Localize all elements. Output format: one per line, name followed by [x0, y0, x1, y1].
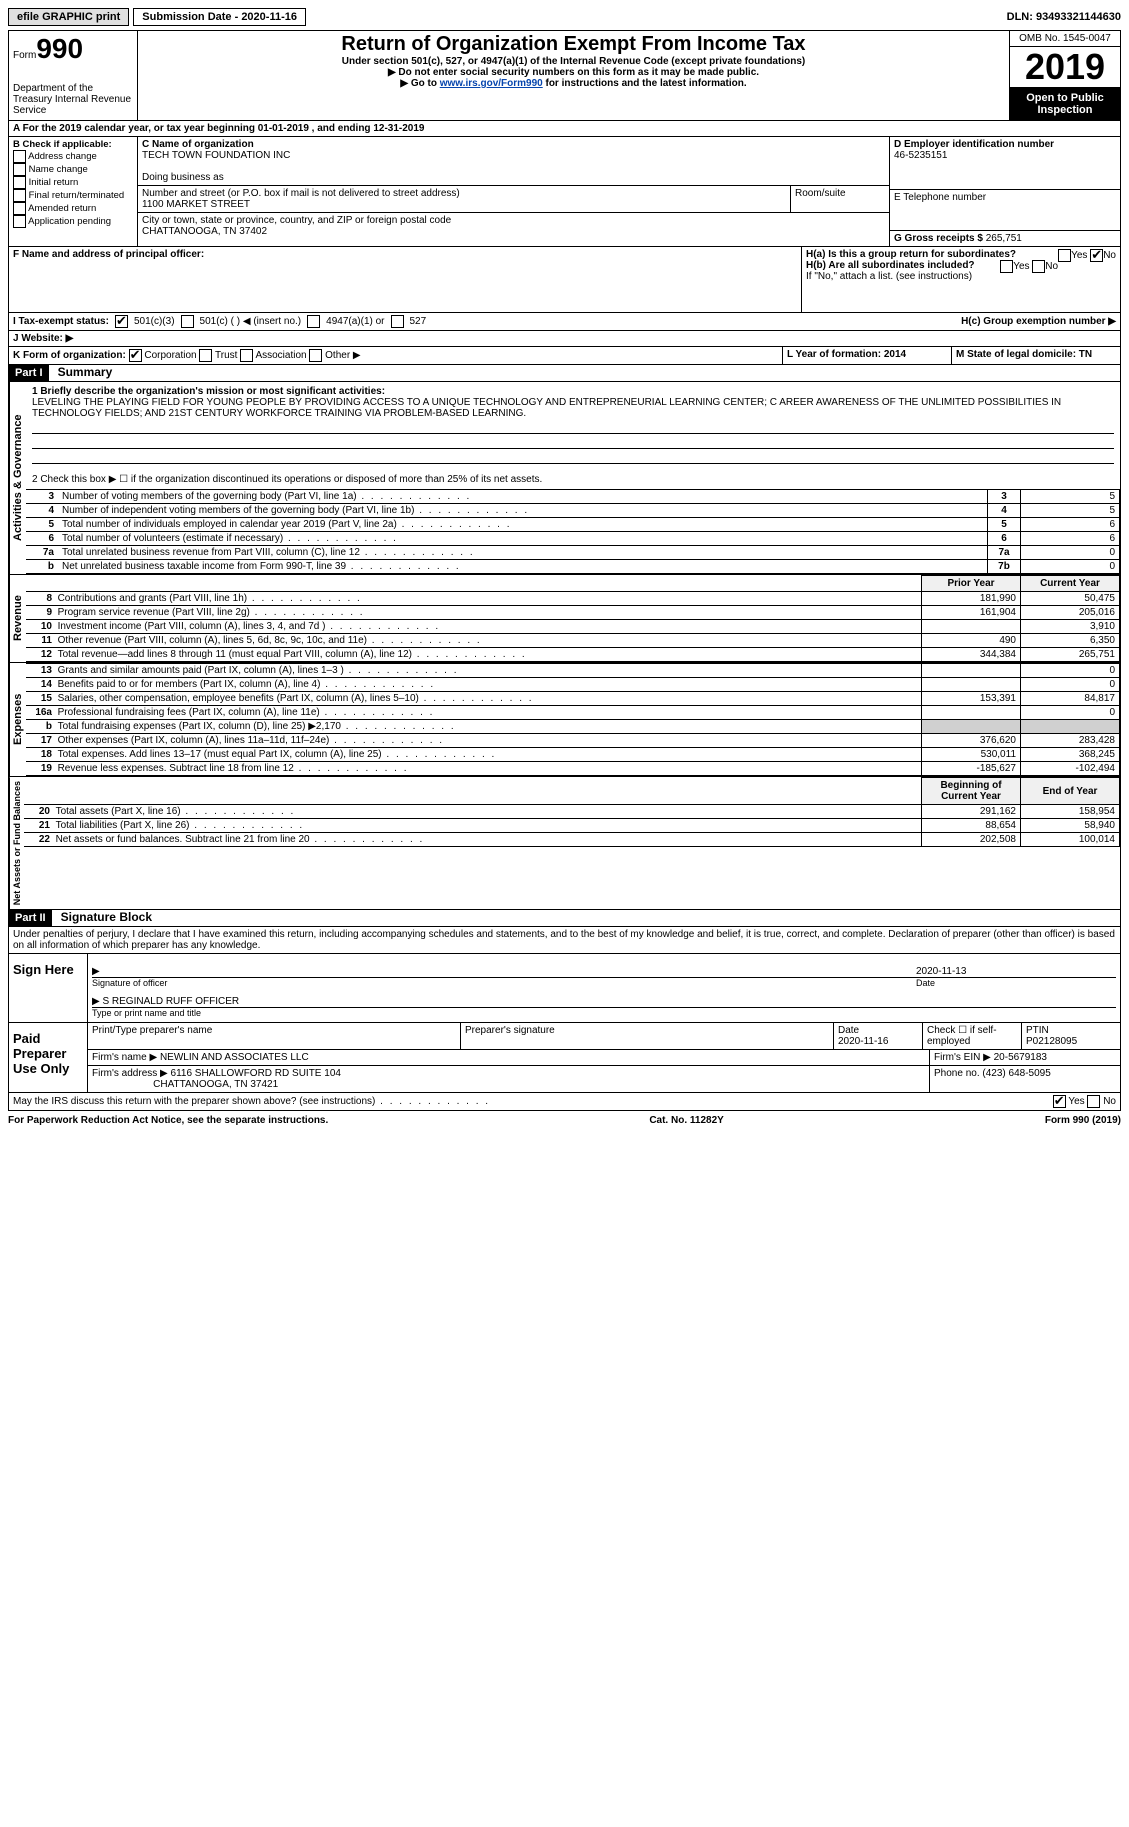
netassets-table: Beginning of Current YearEnd of Year 20 …	[24, 777, 1120, 847]
vlabel-revenue: Revenue	[9, 575, 26, 662]
cb-4947[interactable]	[307, 315, 320, 328]
org-name: TECH TOWN FOUNDATION INC	[142, 150, 290, 161]
mission-block: 1 Briefly describe the organization's mi…	[26, 382, 1120, 470]
discuss-row: May the IRS discuss this return with the…	[8, 1093, 1121, 1111]
hb-yes[interactable]	[1000, 260, 1013, 273]
cb-527[interactable]	[391, 315, 404, 328]
part2-header: Part II	[9, 910, 52, 926]
omb-number: OMB No. 1545-0047	[1010, 31, 1120, 47]
hb-no[interactable]	[1032, 260, 1045, 273]
perjury-text: Under penalties of perjury, I declare th…	[8, 927, 1121, 954]
checkbox-app-pending[interactable]	[13, 215, 26, 228]
cb-trust[interactable]	[199, 349, 212, 362]
line2: 2 Check this box ▶ ☐ if the organization…	[26, 470, 1120, 489]
box-c: C Name of organization TECH TOWN FOUNDAT…	[138, 137, 889, 246]
page-footer: For Paperwork Reduction Act Notice, see …	[8, 1111, 1121, 1130]
open-to-public: Open to Public Inspection	[1010, 88, 1120, 120]
box-deg: D Employer identification number 46-5235…	[889, 137, 1120, 246]
cb-501c3[interactable]	[115, 315, 128, 328]
form-header: Form990 Department of the Treasury Inter…	[8, 30, 1121, 121]
firm-address: 6116 SHALLOWFORD RD SUITE 104	[171, 1068, 341, 1079]
ha-no[interactable]	[1090, 249, 1103, 262]
checkbox-amended[interactable]	[13, 202, 26, 215]
dln: DLN: 93493321144630	[1007, 11, 1121, 23]
efile-button[interactable]: efile GRAPHIC print	[8, 8, 129, 26]
ha-yes[interactable]	[1058, 249, 1071, 262]
topbar: efile GRAPHIC print Submission Date - 20…	[8, 8, 1121, 26]
checkbox-name-change[interactable]	[13, 163, 26, 176]
telephone: E Telephone number	[890, 190, 1120, 231]
part1-header: Part I	[9, 365, 49, 381]
ein: 46-5235151	[894, 150, 947, 161]
form-title: Return of Organization Exempt From Incom…	[144, 33, 1003, 56]
cb-corp[interactable]	[129, 349, 142, 362]
sign-here-label: Sign Here	[9, 954, 88, 1022]
checkbox-initial-return[interactable]	[13, 176, 26, 189]
cb-assoc[interactable]	[240, 349, 253, 362]
part2-title: Signature Block	[55, 910, 152, 924]
cb-501c[interactable]	[181, 315, 194, 328]
city-state-zip: CHATTANOOGA, TN 37402	[142, 226, 267, 237]
sign-here-block: Sign Here ▶ 2020-11-13 Signature of offi…	[8, 954, 1121, 1023]
state-domicile: M State of legal domicile: TN	[951, 347, 1120, 364]
expenses-table: 13 Grants and similar amounts paid (Part…	[26, 663, 1120, 776]
box-b: B Check if applicable: Address change Na…	[9, 137, 138, 246]
website-row: J Website: ▶	[8, 331, 1121, 347]
mission-text: LEVELING THE PLAYING FIELD FOR YOUNG PEO…	[32, 397, 1061, 419]
discuss-no[interactable]	[1087, 1095, 1100, 1108]
officer-name: S REGINALD RUFF OFFICER	[102, 996, 239, 1007]
ptin: P02128095	[1026, 1036, 1077, 1047]
line-a: A For the 2019 calendar year, or tax yea…	[8, 121, 1121, 137]
goto-note: ▶ Go to www.irs.gov/Form990 for instruct…	[144, 78, 1003, 89]
checkbox-final-return[interactable]	[13, 189, 26, 202]
dept-treasury: Department of the Treasury Internal Reve…	[13, 83, 133, 116]
section-revenue: Revenue Prior YearCurrent Year 8 Contrib…	[8, 575, 1121, 663]
sig-date: 2020-11-13	[916, 966, 1116, 977]
section-netassets: Net Assets or Fund Balances Beginning of…	[8, 777, 1121, 910]
box-fh: F Name and address of principal officer:…	[8, 247, 1121, 313]
ssn-note: ▶ Do not enter social security numbers o…	[144, 67, 1003, 78]
discuss-yes[interactable]	[1053, 1095, 1066, 1108]
part1-title: Summary	[52, 365, 113, 379]
submission-date: Submission Date - 2020-11-16	[133, 8, 306, 26]
gov-table: 3Number of voting members of the governi…	[26, 489, 1120, 574]
irs-link[interactable]: www.irs.gov/Form990	[440, 78, 543, 89]
tax-year: 2019	[1010, 47, 1120, 88]
paid-preparer-block: Paid Preparer Use Only Print/Type prepar…	[8, 1023, 1121, 1093]
section-expenses: Expenses 13 Grants and similar amounts p…	[8, 663, 1121, 777]
form-number: Form990	[13, 33, 133, 65]
paid-preparer-label: Paid Preparer Use Only	[9, 1023, 88, 1092]
firm-ein: 20-5679183	[994, 1052, 1047, 1063]
cb-other[interactable]	[309, 349, 322, 362]
section-governance: Activities & Governance 1 Briefly descri…	[8, 382, 1121, 575]
preparer-date: 2020-11-16	[838, 1036, 888, 1047]
revenue-table: Prior YearCurrent Year 8 Contributions a…	[26, 575, 1120, 662]
boxes-bcdefg: B Check if applicable: Address change Na…	[8, 137, 1121, 247]
year-formation: L Year of formation: 2014	[782, 347, 951, 364]
tax-exempt-row: I Tax-exempt status: 501(c)(3) 501(c) ( …	[8, 313, 1121, 331]
gross-receipts: 265,751	[986, 233, 1022, 244]
firm-name: NEWLIN AND ASSOCIATES LLC	[160, 1052, 309, 1063]
street-address: 1100 MARKET STREET	[142, 199, 250, 210]
form-subtitle: Under section 501(c), 527, or 4947(a)(1)…	[144, 56, 1003, 67]
vlabel-expenses: Expenses	[9, 663, 26, 776]
checkbox-address-change[interactable]	[13, 150, 26, 163]
part2-header-row: Part II Signature Block	[8, 910, 1121, 927]
vlabel-netassets: Net Assets or Fund Balances	[9, 777, 24, 909]
firm-phone: (423) 648-5095	[982, 1068, 1050, 1079]
box-klm: K Form of organization: Corporation Trus…	[8, 347, 1121, 365]
part1-header-row: Part I Summary	[8, 365, 1121, 382]
vlabel-governance: Activities & Governance	[9, 382, 26, 574]
